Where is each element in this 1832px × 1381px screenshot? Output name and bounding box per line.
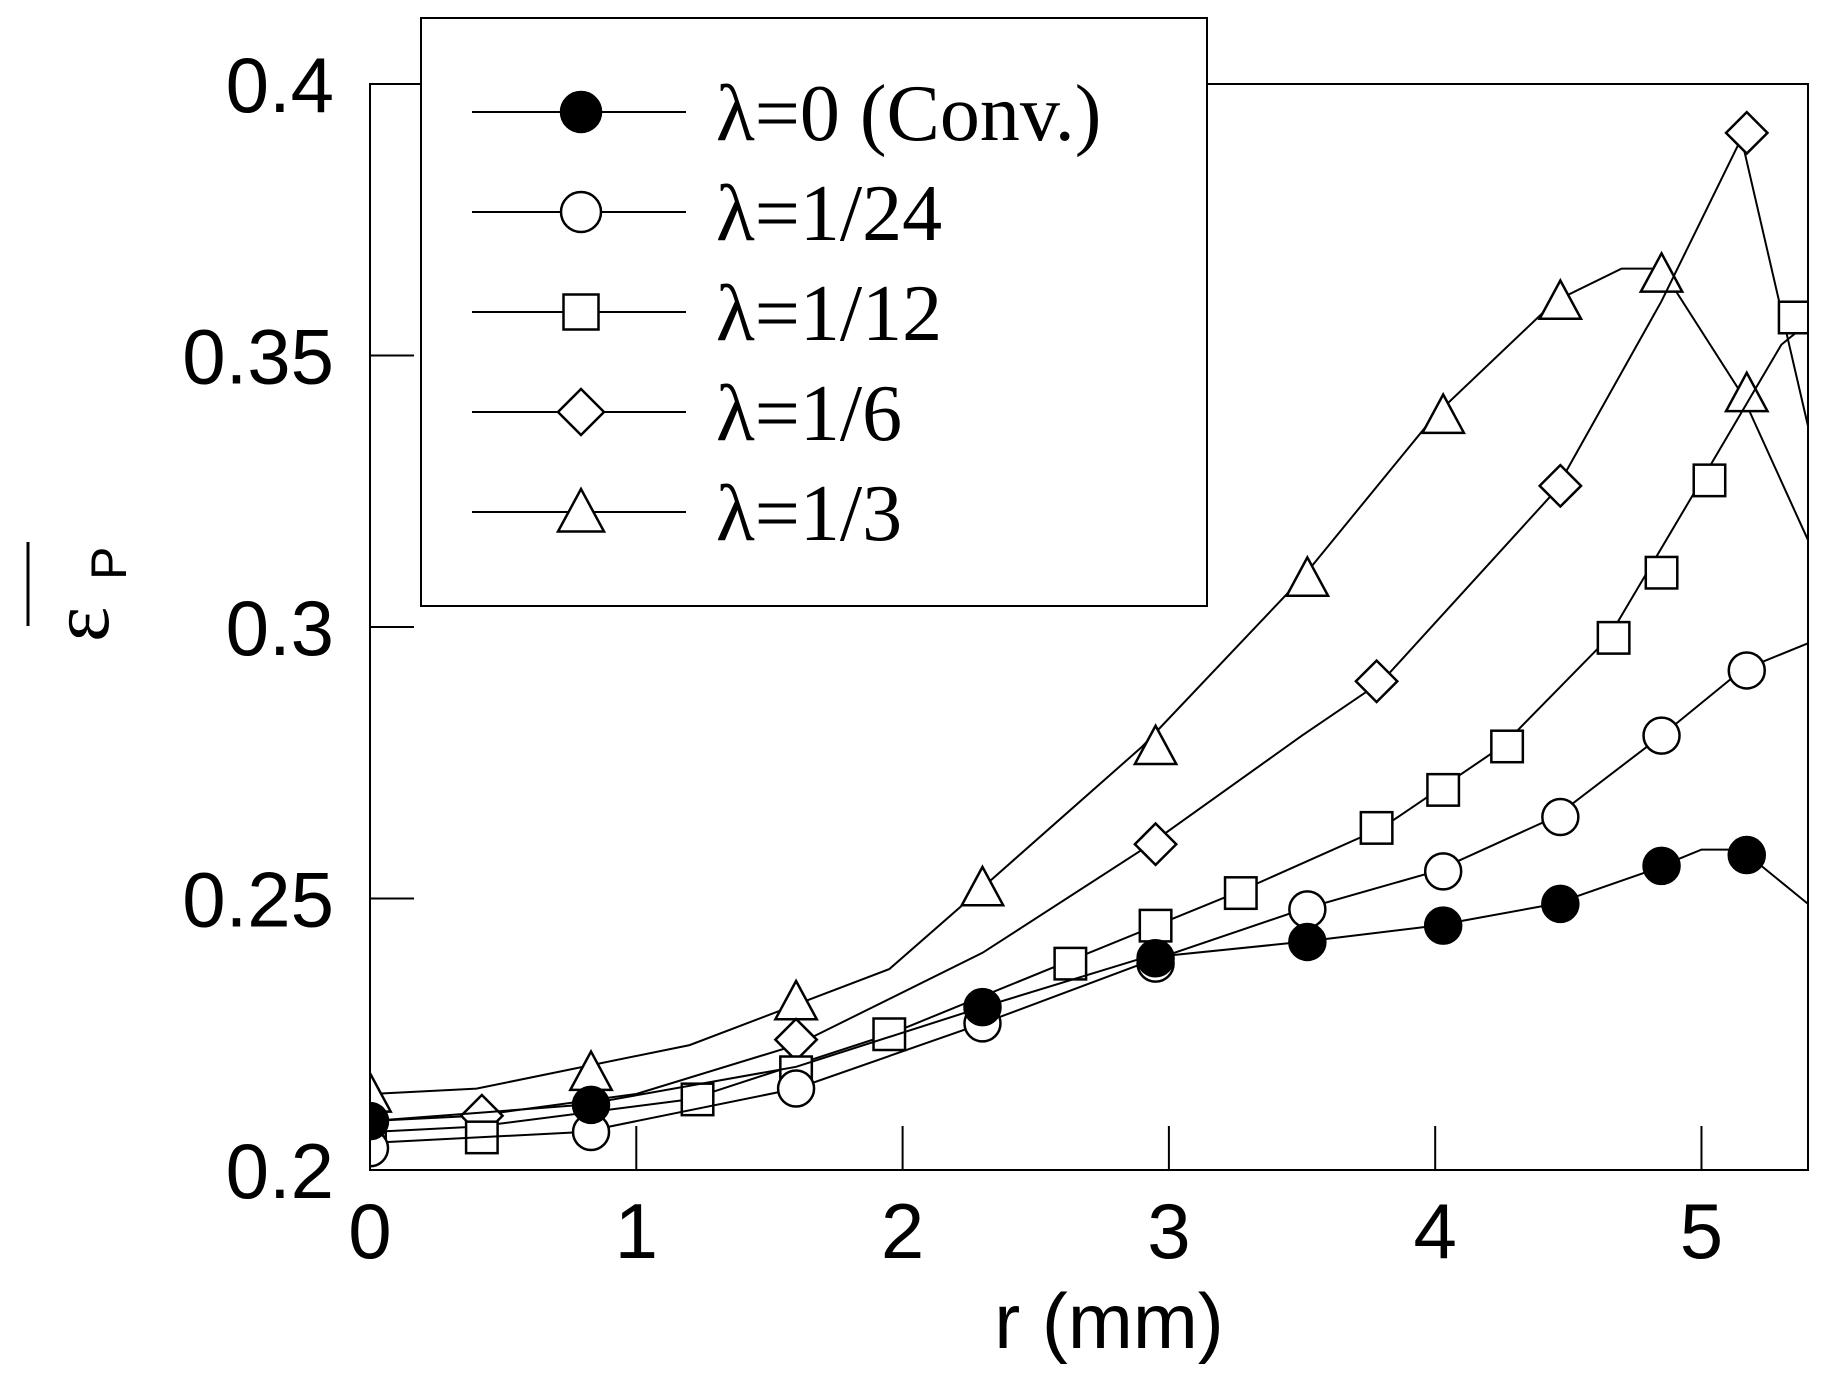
- x-axis-title: r (mm): [994, 1277, 1224, 1365]
- data-point: [1133, 821, 1179, 867]
- data-point: [1490, 729, 1525, 764]
- legend-label: λ=1/6: [716, 370, 902, 458]
- legend-label: λ=1/3: [716, 470, 902, 558]
- y-axis-title-symbol: ε: [34, 607, 127, 642]
- data-point: [1288, 890, 1327, 929]
- legend-entry: λ=0 (Conv.): [472, 70, 1101, 158]
- series-line: [370, 848, 1808, 1123]
- data-point: [959, 864, 1006, 907]
- legend-marker: [555, 486, 607, 533]
- x-tick-label: 2: [881, 1187, 924, 1275]
- x-tick-label: 5: [1680, 1187, 1723, 1275]
- data-point: [1727, 835, 1767, 875]
- series-0: [370, 835, 1808, 1141]
- data-point: [1423, 852, 1463, 891]
- data-point: [773, 1017, 819, 1063]
- data-point: [1136, 938, 1175, 978]
- legend-entry: λ=1/24: [472, 170, 942, 258]
- legend-entry: λ=1/6: [472, 370, 902, 458]
- data-point: [1692, 463, 1727, 498]
- data-point: [1288, 922, 1327, 962]
- data-point: [1359, 810, 1394, 845]
- legend-label: λ=1/24: [716, 170, 942, 258]
- y-tick-label: 0.2: [226, 1127, 334, 1215]
- data-point: [776, 1069, 816, 1108]
- legend-marker: [562, 293, 600, 331]
- legend-marker: [556, 387, 606, 437]
- x-tick-label: 0: [348, 1187, 391, 1275]
- y-axis-title: ε P: [26, 542, 137, 642]
- series-4: [370, 250, 1808, 1113]
- data-point: [1284, 554, 1331, 597]
- data-point: [1727, 651, 1767, 690]
- data-point: [1644, 555, 1679, 590]
- legend: λ=0 (Conv.) λ=1/24 λ=1/12 λ=1/6 λ=1/3: [420, 17, 1208, 607]
- x-tick-label: 1: [615, 1187, 658, 1275]
- y-tick-label: 0.3: [226, 584, 334, 672]
- data-point: [872, 1017, 907, 1052]
- data-point: [1223, 876, 1258, 911]
- series-line: [370, 135, 1808, 1123]
- data-point: [1138, 908, 1173, 943]
- data-point: [1724, 110, 1770, 156]
- data-point: [1132, 723, 1179, 766]
- plot-area: [370, 110, 1808, 1168]
- data-point: [1423, 906, 1463, 945]
- legend-entry: λ=1/12: [472, 270, 942, 358]
- data-point: [370, 1101, 390, 1141]
- data-point: [1777, 300, 1808, 335]
- legend-entry: λ=1/3: [472, 470, 902, 558]
- series-line: [370, 322, 1808, 1133]
- data-point: [1541, 797, 1580, 837]
- legend-marker: [559, 90, 603, 134]
- data-point: [370, 1070, 393, 1113]
- data-point: [1420, 391, 1466, 435]
- data-point: [1642, 716, 1681, 755]
- data-point: [1354, 658, 1400, 704]
- data-point: [1642, 846, 1681, 886]
- data-point: [1541, 884, 1580, 924]
- data-point: [1596, 620, 1631, 655]
- data-point: [571, 1085, 611, 1125]
- y-axis-title-subscript: P: [81, 547, 137, 580]
- data-point: [1053, 946, 1088, 981]
- data-point: [963, 987, 1002, 1027]
- y-tick-label: 0.35: [182, 313, 334, 401]
- y-axis: 0.2 0.25 0.3 0.35 0.4: [182, 41, 414, 1215]
- data-point: [1426, 772, 1461, 807]
- y-tick-label: 0.25: [182, 856, 334, 944]
- data-point: [1723, 370, 1770, 413]
- data-point: [568, 1048, 614, 1092]
- legend-marker: [559, 190, 603, 234]
- data-point: [1537, 277, 1584, 321]
- y-tick-label: 0.4: [226, 41, 334, 129]
- x-tick-label: 3: [1147, 1187, 1190, 1275]
- legend-label: λ=0 (Conv.): [716, 70, 1101, 158]
- legend-label: λ=1/12: [716, 270, 942, 358]
- data-point: [1537, 463, 1583, 509]
- x-axis: 0 1 2 3 4 5: [348, 1126, 1723, 1275]
- x-tick-label: 4: [1413, 1187, 1456, 1275]
